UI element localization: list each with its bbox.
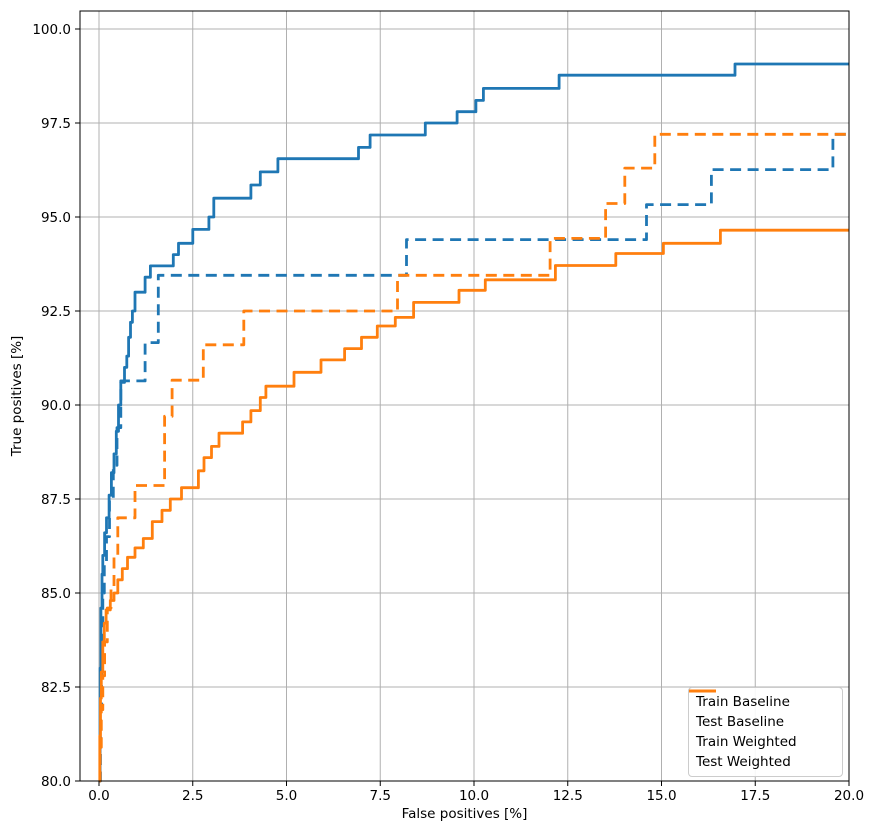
legend-item: Train Baseline: [689, 689, 838, 712]
x-tick-label: 20.0: [834, 788, 864, 804]
x-axis-label: False positives [%]: [402, 806, 528, 822]
series-test-weighted: [98, 132, 849, 783]
legend-line-sample-dashed: [689, 689, 716, 693]
legend: Train Baseline Test Baseline Train Weighte…: [688, 687, 843, 777]
series-train-weighted: [98, 228, 849, 783]
y-tick-label: 80.0: [41, 774, 71, 790]
legend-item: Test Weighted: [689, 689, 838, 772]
x-tick-label: 7.5: [370, 788, 391, 804]
series-test-baseline: [99, 132, 849, 783]
y-tick-label: 92.5: [41, 304, 71, 320]
y-tick-label: 87.5: [41, 492, 71, 508]
x-tick-label: 5.0: [276, 788, 297, 804]
x-tick-label: 10.0: [459, 788, 489, 804]
y-tick-label: 95.0: [41, 210, 71, 226]
x-tick-label: 15.0: [646, 788, 676, 804]
x-tick-label: 2.5: [182, 788, 203, 804]
x-tick-label: 17.5: [740, 788, 770, 804]
series-train-baseline: [98, 62, 849, 783]
legend-label: Test Baseline: [696, 714, 785, 730]
y-tick-label: 90.0: [41, 398, 71, 414]
axes-frame: [79, 10, 850, 782]
y-tick-label: 82.5: [41, 680, 71, 696]
x-tick-label: 0.0: [88, 788, 109, 804]
x-tick-label: 12.5: [553, 788, 583, 804]
legend-label: Train Weighted: [696, 734, 797, 750]
y-tick-label: 100.0: [32, 22, 71, 38]
legend-label: Test Weighted: [696, 754, 791, 770]
legend-label: Train Baseline: [696, 694, 790, 710]
y-tick-label: 85.0: [41, 586, 71, 602]
y-axis-label: True positives [%]: [9, 336, 25, 458]
y-tick-label: 97.5: [41, 116, 71, 132]
legend-item: Test Baseline: [689, 689, 838, 732]
legend-item: Train Weighted: [689, 689, 838, 752]
